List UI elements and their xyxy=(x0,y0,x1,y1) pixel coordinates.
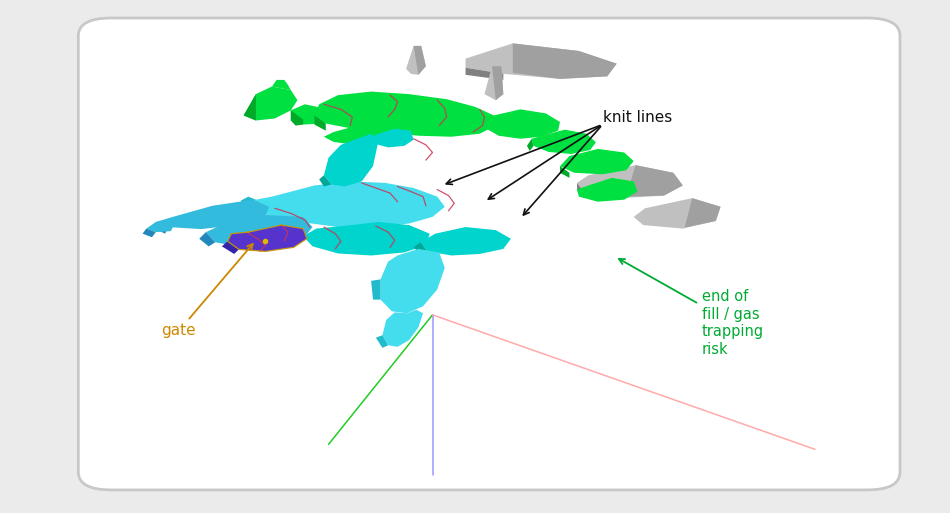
Polygon shape xyxy=(466,44,617,79)
Polygon shape xyxy=(291,104,332,125)
Polygon shape xyxy=(513,44,617,79)
Polygon shape xyxy=(156,200,269,229)
Polygon shape xyxy=(371,280,381,300)
Polygon shape xyxy=(413,46,426,75)
Polygon shape xyxy=(371,129,413,147)
Polygon shape xyxy=(577,165,683,198)
Polygon shape xyxy=(314,115,326,131)
Polygon shape xyxy=(146,220,175,232)
FancyBboxPatch shape xyxy=(78,18,900,490)
Polygon shape xyxy=(142,229,156,237)
Polygon shape xyxy=(484,66,504,100)
Polygon shape xyxy=(324,126,389,145)
Polygon shape xyxy=(206,215,313,247)
Polygon shape xyxy=(291,110,303,126)
Polygon shape xyxy=(560,166,569,178)
Polygon shape xyxy=(250,182,445,227)
Polygon shape xyxy=(324,134,379,186)
Polygon shape xyxy=(466,68,504,80)
Polygon shape xyxy=(383,310,423,347)
Polygon shape xyxy=(577,178,637,202)
Polygon shape xyxy=(532,130,596,154)
Polygon shape xyxy=(577,183,583,198)
Polygon shape xyxy=(154,222,168,233)
Polygon shape xyxy=(406,46,426,75)
Polygon shape xyxy=(560,149,634,174)
Polygon shape xyxy=(228,225,307,251)
Text: end of
fill / gas
trapping
risk: end of fill / gas trapping risk xyxy=(619,259,764,357)
Polygon shape xyxy=(303,222,429,255)
Polygon shape xyxy=(486,109,560,139)
Polygon shape xyxy=(634,198,720,229)
Polygon shape xyxy=(376,335,389,348)
Polygon shape xyxy=(243,87,297,121)
Polygon shape xyxy=(413,242,428,254)
Polygon shape xyxy=(319,175,332,186)
Polygon shape xyxy=(314,92,496,137)
Polygon shape xyxy=(626,165,683,196)
Polygon shape xyxy=(200,232,216,246)
Polygon shape xyxy=(222,241,238,254)
Polygon shape xyxy=(381,249,445,313)
Polygon shape xyxy=(240,196,256,207)
Polygon shape xyxy=(243,94,256,121)
Polygon shape xyxy=(272,80,291,90)
Text: gate: gate xyxy=(162,244,253,339)
Polygon shape xyxy=(420,227,511,255)
Text: knit lines: knit lines xyxy=(602,110,672,125)
Polygon shape xyxy=(492,66,504,100)
Polygon shape xyxy=(527,139,534,151)
Polygon shape xyxy=(685,198,720,228)
